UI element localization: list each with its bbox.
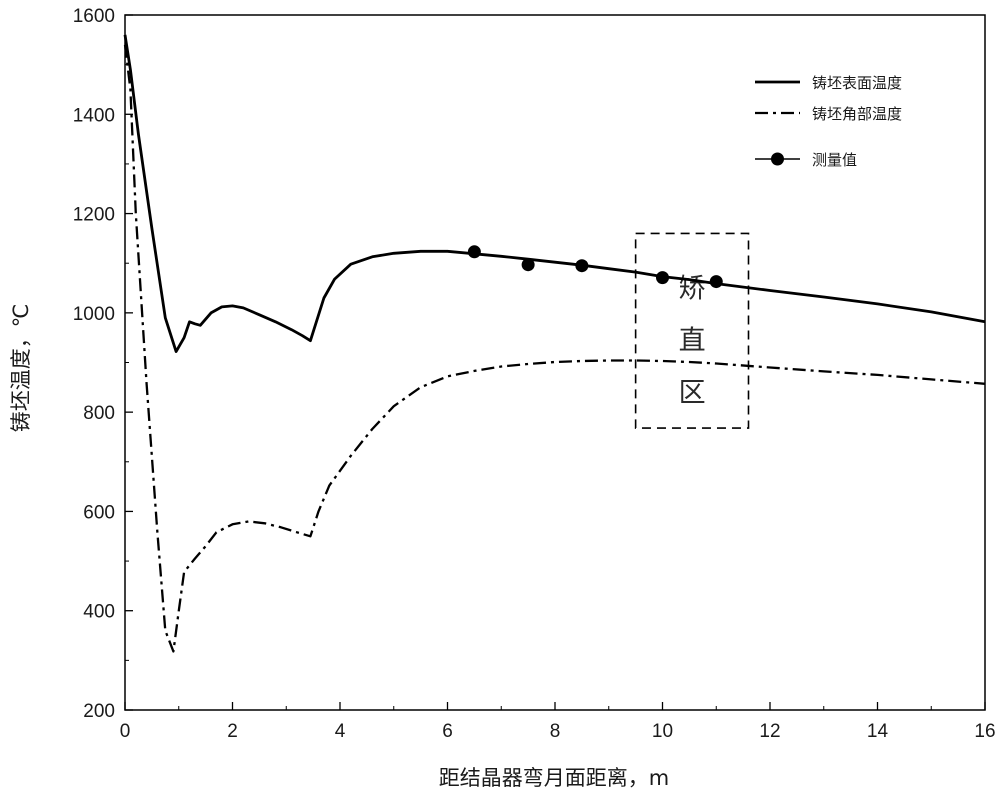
x-axis-title: 距结晶器弯月面距离，m: [439, 766, 669, 790]
x-tick-label: 4: [335, 721, 346, 742]
legend-label: 测量值: [812, 151, 857, 169]
x-tick-label: 2: [227, 721, 238, 742]
x-tick-label: 16: [974, 721, 995, 742]
corner-temperature-line: [125, 45, 985, 652]
y-tick-label: 1200: [73, 205, 115, 226]
straightening-zone-label: 矫直区: [679, 273, 706, 408]
y-tick-label: 1000: [73, 304, 115, 325]
legend-label: 铸坯表面温度: [812, 74, 902, 92]
measured-point: [522, 258, 535, 271]
x-tick-label: 10: [652, 721, 673, 742]
measured-point: [575, 259, 588, 272]
legend-marker: [771, 153, 784, 166]
y-tick-label: 200: [83, 701, 115, 722]
y-axis-title: 铸坯温度，℃: [9, 304, 33, 433]
x-tick-label: 6: [442, 721, 453, 742]
measured-point: [468, 245, 481, 258]
series-layer: [125, 35, 985, 652]
measured-point: [710, 275, 723, 288]
measured-point: [656, 271, 669, 284]
legend-label: 铸坯角部温度: [812, 105, 902, 123]
y-tick-label: 1600: [73, 6, 115, 27]
legend: 铸坯表面温度铸坯角部温度测量值: [755, 74, 902, 169]
x-tick-label: 0: [120, 721, 131, 742]
y-tick-label: 400: [83, 602, 115, 623]
annotations: 矫直区: [636, 233, 749, 428]
x-tick-label: 8: [550, 721, 561, 742]
y-tick-label: 600: [83, 502, 115, 523]
y-tick-label: 800: [83, 403, 115, 424]
x-tick-label: 14: [867, 721, 889, 742]
x-tick-label: 12: [759, 721, 780, 742]
y-tick-label: 1400: [73, 105, 115, 126]
